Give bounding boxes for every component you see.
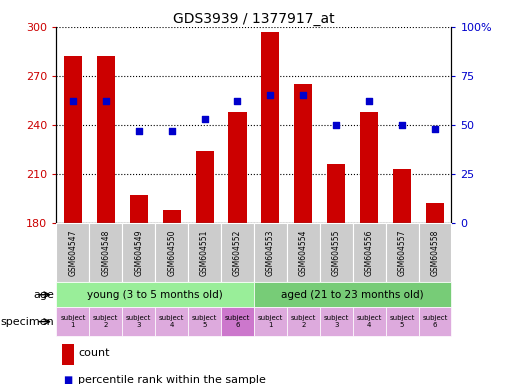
Point [299,92,307,98]
Point [332,122,340,128]
Text: subject
4: subject 4 [159,315,184,328]
Text: GSM604547: GSM604547 [68,229,77,276]
Bar [327,164,345,223]
Text: subject
5: subject 5 [389,315,415,328]
Bar [261,32,280,223]
Text: GSM604556: GSM604556 [365,229,373,276]
Point [266,92,274,98]
Point [398,122,406,128]
Text: subject
1: subject 1 [258,315,283,328]
Text: GSM604555: GSM604555 [332,229,341,276]
Bar [228,112,247,223]
Text: GSM604553: GSM604553 [266,229,275,276]
Text: subject
6: subject 6 [225,315,250,328]
Text: subject
4: subject 4 [357,315,382,328]
Text: aged (21 to 23 months old): aged (21 to 23 months old) [281,290,424,300]
Text: young (3 to 5 months old): young (3 to 5 months old) [87,290,223,300]
Point [431,126,439,132]
Point [102,98,110,104]
Text: GSM604551: GSM604551 [200,229,209,276]
Text: subject
3: subject 3 [126,315,151,328]
Text: subject
3: subject 3 [324,315,349,328]
Bar [360,112,378,223]
Bar [64,56,82,223]
Text: GSM604550: GSM604550 [167,229,176,276]
Bar [130,195,148,223]
Text: percentile rank within the sample: percentile rank within the sample [78,375,266,384]
Text: subject
1: subject 1 [60,315,86,328]
Text: subject
6: subject 6 [422,315,448,328]
Text: GSM604552: GSM604552 [233,229,242,276]
Text: subject
2: subject 2 [291,315,316,328]
Text: ■: ■ [63,375,72,384]
Bar [195,151,213,223]
Text: GSM604554: GSM604554 [299,229,308,276]
Text: GSM604549: GSM604549 [134,229,143,276]
Text: count: count [78,348,109,358]
Text: GSM604558: GSM604558 [430,229,440,276]
Point [168,127,176,134]
Text: specimen: specimen [0,316,54,327]
Bar [393,169,411,223]
Bar [294,84,312,223]
Text: GSM604557: GSM604557 [398,229,407,276]
Point [233,98,242,104]
Point [201,116,209,122]
Text: GSM604548: GSM604548 [101,229,110,276]
Point [69,98,77,104]
Text: subject
2: subject 2 [93,315,119,328]
Bar [97,56,115,223]
Bar [163,210,181,223]
Bar [426,203,444,223]
Title: GDS3939 / 1377917_at: GDS3939 / 1377917_at [173,12,335,26]
Text: subject
5: subject 5 [192,315,217,328]
Point [365,98,373,104]
Point [134,127,143,134]
Text: age: age [33,290,54,300]
